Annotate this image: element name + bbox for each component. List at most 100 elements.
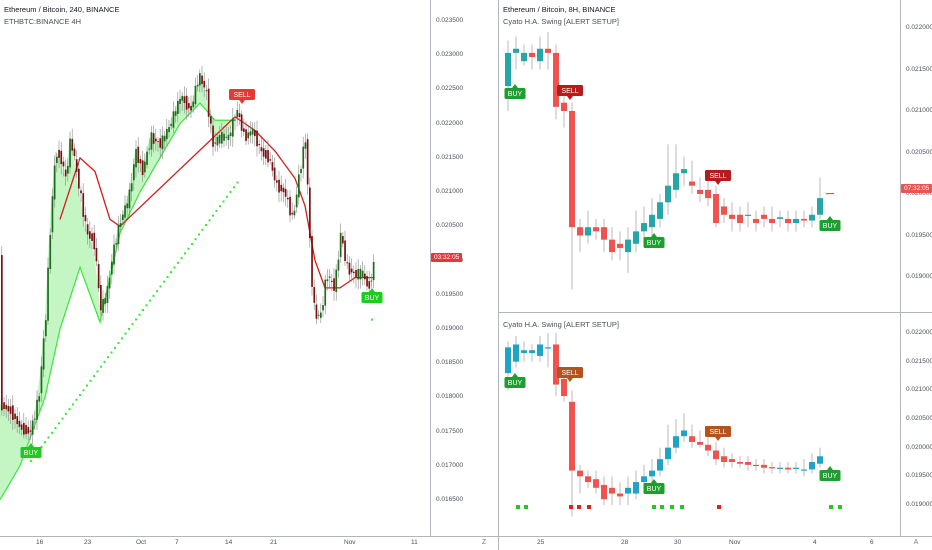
sell-signal-1-pointer — [567, 96, 573, 100]
trailing-stop-dot — [47, 436, 50, 439]
right-bottom-price-label: 0.022000 — [906, 329, 932, 336]
candle-body — [225, 136, 228, 138]
candle-body — [71, 138, 74, 151]
buy-signal-label-right: BUY — [365, 295, 380, 302]
buy-signal-2-bottom: BUY — [647, 486, 662, 493]
candle-body — [322, 305, 324, 311]
ha-candle-body — [793, 467, 799, 469]
left-price-label: 0.017000 — [436, 461, 464, 469]
right-top-price-axis[interactable]: 0.022000 0.021500 0.021000 0.020500 0.020000… — [901, 0, 932, 312]
signal-marker — [524, 505, 528, 509]
signal-marker — [670, 505, 674, 509]
candle-body — [78, 168, 80, 189]
sell-signal-1: SELL — [561, 88, 578, 95]
right-time-label: 28 — [621, 539, 629, 546]
candle-body — [355, 269, 357, 278]
candle-body — [152, 133, 155, 144]
trailing-stop-dot — [79, 394, 81, 397]
candle-body — [18, 420, 21, 427]
buy-signal-1-bottom: BUY — [508, 380, 523, 387]
right-bottom-price-label: 0.019500 — [906, 472, 932, 480]
trailing-stop-dot — [191, 242, 193, 245]
candle-body — [192, 101, 195, 108]
ha-candle-body — [649, 470, 655, 477]
buy-signal-3-pointer — [827, 216, 833, 220]
candle-body — [124, 205, 126, 218]
candle-body — [89, 231, 91, 239]
ha-candle-body — [545, 48, 551, 53]
candle-body — [20, 424, 23, 430]
trailing-stop-dot — [177, 261, 179, 264]
candle-body — [372, 261, 375, 281]
signal-marker — [838, 505, 842, 509]
ha-candle-body — [529, 52, 535, 58]
candle-body — [309, 187, 311, 239]
trailing-stop-dot — [68, 408, 71, 411]
right-top-price-label: 0.019500 — [906, 231, 932, 239]
candle-body — [293, 210, 296, 216]
ha-candle-body — [521, 350, 527, 354]
candle-body — [251, 128, 254, 135]
candle-body — [238, 113, 241, 117]
right-bottom-chart-panel[interactable]: Cyato H.A. Swing [ALERT SETUP] BUY SELL BU… — [499, 313, 900, 536]
ha-candle-body — [705, 444, 711, 451]
right-top-price-label: 0.021500 — [906, 65, 932, 73]
ha-candle-body — [657, 459, 663, 471]
candle-body — [210, 116, 212, 124]
trailing-stop-dot — [198, 233, 200, 236]
left-time-axis[interactable]: 16 23 Oct 7 14 21 Nov 11 — [0, 537, 430, 550]
trailing-stop-dot — [96, 370, 99, 373]
sell-signal-2-bottom-pointer — [715, 437, 721, 441]
candle-body — [51, 196, 54, 233]
candle-body — [148, 148, 151, 150]
candle-body — [247, 132, 250, 139]
sell-signal-label-pointer — [239, 100, 245, 104]
left-price-label: 0.019500 — [436, 290, 464, 298]
candle-body — [333, 278, 335, 291]
candle-body — [7, 405, 10, 412]
ha-candle-body — [513, 48, 519, 53]
candle-body — [280, 184, 283, 192]
buy-signal-label-left: BUY — [24, 450, 39, 457]
zoom-auto-button[interactable]: Z — [481, 539, 487, 546]
candle-body — [368, 281, 371, 289]
candle-body — [350, 268, 353, 273]
left-price-axis[interactable]: 0.023500 0.023000 0.022500 0.022000 0.021500… — [431, 0, 467, 536]
sell-signal-1-bottom-bg — [557, 367, 583, 378]
candle-body — [201, 75, 203, 85]
ha-candle-body — [809, 462, 815, 470]
trailing-stop-dot — [173, 266, 176, 269]
candle-body — [317, 314, 320, 316]
ha-candle-body — [553, 344, 559, 385]
left-chart-panel[interactable]: Ethereum / Bitcoin, 240, BINANCE ETHBTC:… — [0, 0, 430, 536]
trailing-stop-dot — [75, 398, 78, 401]
right-top-chart-panel[interactable]: Ethereum / Bitcoin, 8H, BINANCE Cyato H.… — [499, 0, 900, 312]
candle-body — [249, 131, 252, 136]
candle-body — [335, 269, 338, 292]
ha-candle-body — [689, 181, 695, 186]
pane-separator[interactable] — [499, 312, 932, 313]
buy-signal-label-left-bg — [20, 447, 42, 458]
candle-body — [42, 338, 45, 370]
right-bottom-price-axis[interactable]: 0.022000 0.021500 0.021000 0.020500 0.020000… — [901, 313, 932, 536]
candle-body — [289, 196, 291, 216]
auto-scale-button[interactable]: A — [913, 539, 919, 546]
buy-signal-3: BUY — [823, 223, 838, 230]
trailing-stop-dot — [236, 181, 239, 184]
candle-body — [31, 420, 34, 435]
time-axis-border — [0, 536, 932, 537]
signal-marker — [680, 505, 684, 509]
ha-candle-body — [785, 218, 791, 224]
ha-candle-body — [577, 470, 583, 477]
candle-body — [14, 413, 16, 420]
ha-candle-body — [601, 227, 607, 240]
candle-body — [27, 427, 30, 434]
ha-candle-body — [561, 102, 567, 111]
candle-body — [256, 130, 258, 147]
candle-body — [58, 149, 60, 158]
right-time-axis[interactable]: 25 28 30 Nov 4 6 — [499, 537, 900, 550]
candle-body — [60, 150, 63, 165]
candle-body — [47, 267, 49, 321]
candle-body — [304, 142, 307, 149]
candle-body — [34, 418, 36, 420]
